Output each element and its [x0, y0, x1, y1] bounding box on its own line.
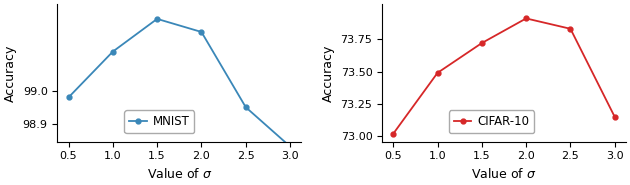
Legend: CIFAR-10: CIFAR-10	[449, 110, 534, 133]
Y-axis label: Accuracy: Accuracy	[4, 44, 17, 102]
X-axis label: Value of $\sigma$: Value of $\sigma$	[471, 167, 537, 181]
X-axis label: Value of $\sigma$: Value of $\sigma$	[147, 167, 212, 181]
Legend: MNIST: MNIST	[124, 110, 194, 133]
Y-axis label: Accuracy: Accuracy	[322, 44, 335, 102]
